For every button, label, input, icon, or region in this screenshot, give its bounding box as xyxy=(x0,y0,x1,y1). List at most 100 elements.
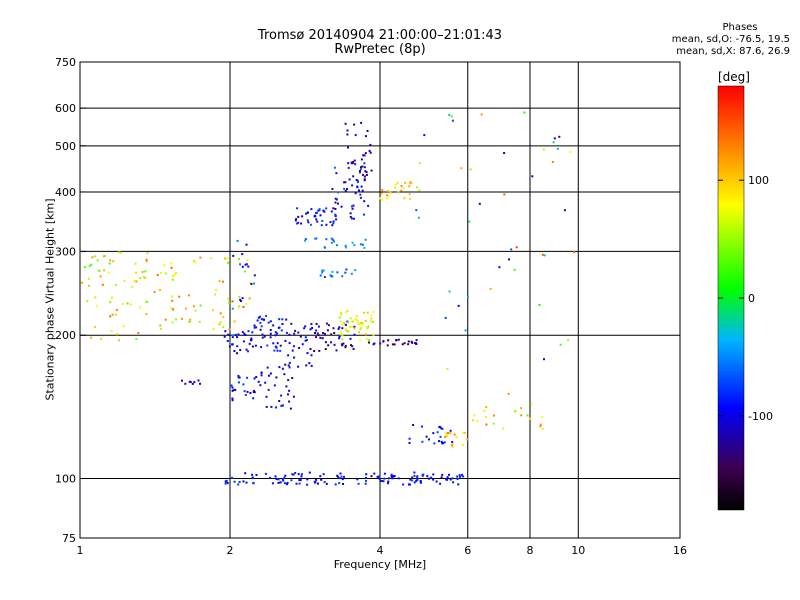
data-point xyxy=(360,185,363,188)
data-point xyxy=(277,481,280,484)
data-point xyxy=(197,379,200,382)
data-point xyxy=(453,433,456,436)
phase-x-line: mean, sd,X: 87.6, 26.9 xyxy=(676,46,790,57)
data-point xyxy=(252,481,255,484)
data-point xyxy=(413,471,416,474)
y-axis-ticks: 75 100 200 300 400 500 600 750 xyxy=(55,56,86,545)
data-point xyxy=(365,479,367,482)
data-point xyxy=(502,427,505,430)
data-point xyxy=(390,473,393,476)
data-point xyxy=(485,423,488,426)
data-point xyxy=(315,329,318,332)
data-point xyxy=(253,389,255,392)
data-point xyxy=(231,389,234,392)
data-point xyxy=(356,319,359,322)
data-point xyxy=(272,324,275,327)
data-point xyxy=(227,261,229,264)
colorbar-tick-label: 100 xyxy=(748,174,769,187)
data-point xyxy=(319,274,322,277)
data-point xyxy=(144,270,147,273)
data-point xyxy=(306,483,309,486)
data-point xyxy=(315,218,318,221)
data-point xyxy=(256,319,259,322)
data-point xyxy=(304,339,307,342)
data-point xyxy=(452,481,455,484)
data-point xyxy=(228,302,231,305)
data-point xyxy=(324,348,327,351)
data-point xyxy=(275,376,278,379)
data-point xyxy=(291,349,294,352)
colorbar-ticks: -100 0 100 xyxy=(718,174,773,423)
data-point xyxy=(363,162,366,165)
data-point xyxy=(440,440,443,443)
data-point xyxy=(146,252,149,255)
data-point xyxy=(449,429,452,432)
data-point xyxy=(345,268,348,271)
data-point xyxy=(347,162,350,165)
x-tick-label: 1 xyxy=(77,544,84,557)
data-point xyxy=(364,238,367,241)
data-point xyxy=(367,325,370,328)
data-point xyxy=(308,471,311,474)
data-point xyxy=(231,399,234,402)
data-point xyxy=(372,333,375,336)
data-point xyxy=(293,332,296,335)
data-point xyxy=(114,283,117,286)
data-point xyxy=(361,165,364,168)
data-point xyxy=(108,262,111,265)
data-point xyxy=(170,262,173,265)
data-point xyxy=(436,431,439,434)
data-point xyxy=(239,349,242,351)
data-point xyxy=(438,440,440,443)
data-point xyxy=(344,323,347,326)
data-point xyxy=(224,257,226,260)
data-point xyxy=(369,151,372,154)
data-point xyxy=(363,200,366,203)
x-tick-label: 2 xyxy=(227,544,234,557)
data-point xyxy=(288,389,291,392)
data-point xyxy=(231,476,234,479)
data-point xyxy=(294,472,297,474)
data-point xyxy=(109,301,112,304)
data-point xyxy=(276,342,279,345)
data-point xyxy=(476,420,479,423)
data-point xyxy=(456,475,459,478)
data-point xyxy=(332,207,335,210)
data-point xyxy=(144,277,147,280)
data-point xyxy=(88,284,90,287)
data-point xyxy=(353,325,356,328)
data-point xyxy=(341,338,344,341)
x-axis-label: Frequency [MHz] xyxy=(333,558,427,571)
data-point xyxy=(313,350,316,352)
data-point xyxy=(397,477,400,480)
data-point xyxy=(145,260,148,263)
data-point xyxy=(90,336,92,339)
data-point xyxy=(402,187,405,190)
data-point xyxy=(188,380,191,383)
data-point xyxy=(80,281,83,284)
data-point xyxy=(358,323,361,326)
data-point xyxy=(332,222,335,225)
data-point xyxy=(281,478,284,481)
data-point xyxy=(366,311,369,314)
data-point xyxy=(356,315,359,317)
data-point xyxy=(539,423,542,426)
data-point xyxy=(391,343,394,346)
data-point xyxy=(210,257,213,260)
data-point xyxy=(347,321,350,324)
data-point xyxy=(336,198,338,201)
grid-lines xyxy=(80,62,680,538)
data-point xyxy=(135,338,138,340)
data-point xyxy=(344,181,347,184)
data-point xyxy=(285,318,288,321)
data-point xyxy=(323,481,326,484)
data-point xyxy=(322,473,325,476)
data-point xyxy=(268,374,270,377)
data-point xyxy=(370,169,373,172)
data-point xyxy=(357,181,359,184)
data-point xyxy=(238,481,241,483)
data-point xyxy=(432,473,435,476)
data-point xyxy=(346,129,349,132)
data-point xyxy=(380,480,383,482)
data-point xyxy=(361,323,364,326)
